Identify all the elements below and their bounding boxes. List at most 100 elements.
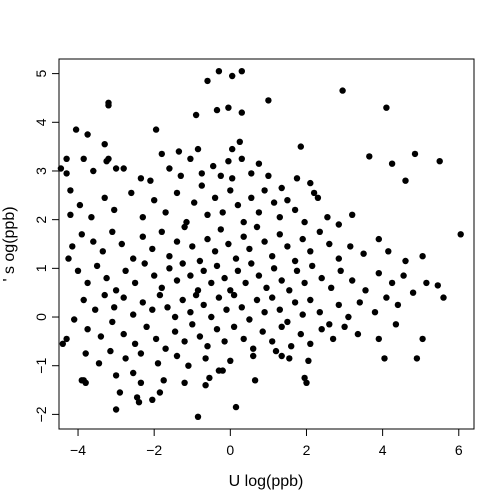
data-point — [276, 306, 283, 313]
data-point — [88, 214, 95, 221]
data-point — [78, 231, 86, 238]
data-point — [204, 211, 211, 218]
data-point — [261, 187, 268, 194]
data-point — [215, 294, 223, 301]
data-point — [324, 214, 331, 221]
y-tick-label: 4 — [33, 118, 49, 126]
data-point — [137, 175, 145, 182]
data-point — [112, 406, 120, 413]
data-point — [349, 277, 356, 284]
data-point — [215, 68, 223, 75]
data-point — [213, 106, 221, 114]
data-point — [92, 306, 99, 313]
data-point — [143, 323, 150, 330]
data-point — [217, 226, 224, 233]
data-point — [130, 255, 137, 262]
data-point — [227, 357, 234, 364]
data-point — [158, 228, 165, 235]
data-point — [229, 175, 236, 182]
data-point — [67, 187, 74, 194]
data-point — [400, 272, 407, 279]
data-point — [246, 245, 253, 253]
data-point — [99, 248, 107, 255]
data-point — [293, 175, 301, 182]
data-point — [286, 355, 293, 362]
data-point — [74, 267, 82, 274]
data-point — [177, 172, 184, 179]
data-point — [128, 189, 135, 197]
y-axis-title: ' s og(ppb) — [1, 206, 18, 281]
data-point — [297, 143, 304, 150]
data-point — [284, 243, 291, 250]
data-point — [276, 231, 283, 238]
data-point — [179, 260, 186, 267]
data-point — [80, 296, 87, 304]
data-point — [265, 172, 272, 179]
data-point — [263, 284, 270, 291]
data-point — [198, 182, 205, 189]
data-point — [265, 97, 272, 104]
data-point — [198, 170, 205, 177]
data-point — [251, 377, 259, 384]
data-point — [229, 72, 236, 80]
data-point — [375, 270, 382, 277]
data-point — [194, 145, 202, 153]
data-point — [191, 199, 198, 206]
data-point — [78, 377, 86, 384]
data-point — [97, 333, 105, 340]
data-point — [208, 279, 215, 287]
data-point — [238, 109, 245, 116]
data-point — [162, 345, 169, 352]
data-point — [335, 221, 342, 228]
data-point — [211, 248, 219, 255]
data-point — [238, 155, 245, 162]
data-point — [434, 282, 441, 289]
data-point — [93, 262, 101, 270]
data-point — [210, 162, 217, 170]
data-point — [130, 369, 137, 377]
data-point — [269, 338, 276, 345]
y-tick-label: 0 — [33, 313, 49, 321]
data-point — [286, 287, 293, 294]
data-point — [248, 170, 255, 177]
data-point — [248, 194, 255, 201]
data-point — [227, 187, 234, 194]
x-tick-label: −2 — [146, 442, 162, 458]
data-point — [337, 267, 344, 274]
data-point — [230, 291, 238, 299]
data-point — [173, 277, 181, 284]
data-point — [162, 209, 169, 216]
data-point — [204, 343, 211, 350]
data-point — [135, 399, 143, 406]
data-point — [152, 126, 160, 133]
data-point — [419, 253, 426, 260]
data-point — [187, 272, 194, 279]
data-point — [345, 313, 352, 321]
data-point — [307, 248, 314, 255]
data-point — [120, 294, 127, 301]
data-point — [255, 272, 263, 279]
data-point — [160, 377, 167, 384]
data-point — [221, 274, 228, 282]
data-point — [95, 360, 103, 367]
y-tick-label: −1 — [33, 358, 49, 374]
data-point — [181, 379, 188, 386]
data-point — [130, 311, 137, 318]
data-point — [223, 306, 230, 313]
data-point — [349, 211, 356, 218]
data-point — [301, 218, 308, 226]
data-point — [101, 291, 108, 299]
data-point — [238, 304, 245, 311]
data-point — [253, 223, 261, 231]
data-point — [335, 301, 342, 309]
y-tick-label: 2 — [33, 216, 49, 224]
data-point — [423, 279, 430, 287]
data-point — [238, 68, 245, 75]
data-point — [72, 126, 80, 133]
data-point — [309, 262, 316, 270]
data-point — [278, 323, 285, 330]
y-tick-label: 1 — [33, 264, 49, 272]
data-point — [175, 148, 183, 155]
data-point — [65, 255, 72, 262]
data-point — [187, 309, 194, 316]
